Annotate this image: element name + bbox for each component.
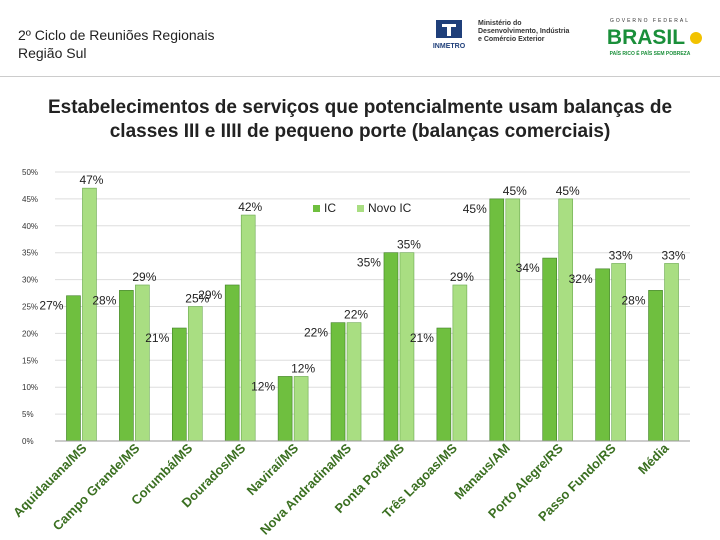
data-label-ic: 28% [622, 293, 646, 307]
header-divider [0, 76, 720, 85]
bar-series [66, 187, 679, 442]
data-label-novo-ic: 33% [662, 248, 686, 262]
bar-novo-ic [505, 198, 521, 442]
legend: IC Novo IC [313, 201, 412, 215]
bar-ic [119, 290, 134, 442]
inmetro-label: INMETRO [433, 43, 466, 50]
data-label-novo-ic: 47% [79, 173, 103, 187]
data-label-novo-ic: 29% [132, 270, 156, 284]
data-label-ic: 45% [463, 202, 487, 216]
data-label-ic: 21% [410, 331, 434, 345]
bar-novo-ic [558, 198, 574, 442]
legend-swatch-novo-ic [357, 205, 364, 212]
bar-ic [277, 376, 293, 442]
bar-novo-ic [611, 263, 626, 442]
ministry-line3: e Comércio Exterior [478, 36, 545, 43]
data-label-novo-ic: 29% [450, 270, 474, 284]
y-tick-label: 30% [22, 276, 38, 285]
bar-novo-ic [664, 263, 679, 442]
bar-novo-ic [452, 284, 468, 442]
bar-ic [330, 322, 346, 442]
data-label-novo-ic: 45% [503, 184, 527, 198]
brasil-slogan: PAÍS RICO É PAÍS SEM POBREZA [610, 49, 691, 57]
chart-title-line2: classes III e IIII de pequeno porte (bal… [109, 121, 611, 142]
data-labels: 27%47%28%29%21%25%29%42%12%12%22%22%35%3… [39, 173, 685, 393]
data-label-novo-ic: 42% [238, 200, 262, 214]
data-label-ic: 32% [569, 272, 593, 286]
legend-swatch-ic [313, 205, 320, 212]
data-label-ic: 21% [145, 331, 169, 345]
y-tick-label: 35% [22, 249, 38, 258]
bar-novo-ic [240, 214, 256, 442]
data-label-ic: 28% [92, 293, 116, 307]
bar-ic [489, 198, 505, 442]
bar-ic [648, 290, 663, 442]
legend-label-novo-ic: Novo IC [368, 201, 412, 215]
bar-ic [595, 268, 610, 442]
bar-novo-ic [135, 284, 150, 442]
legend-label-ic: IC [324, 201, 336, 215]
data-label-novo-ic: 12% [291, 361, 315, 375]
y-tick-label: 50% [22, 168, 38, 177]
y-tick-label: 5% [22, 410, 34, 419]
x-tick-label: Campo Grande/MS [50, 440, 143, 533]
ministry-logo: Ministério do Desenvolvimento, Indústria… [478, 20, 588, 44]
data-label-novo-ic: 25% [185, 292, 209, 306]
bar-ic [66, 295, 81, 442]
data-label-novo-ic: 22% [344, 308, 368, 322]
data-label-ic: 35% [357, 256, 381, 270]
x-tick-label: Média [635, 440, 672, 477]
chart-title-line1: Estabelecimentos de serviços que potenci… [47, 97, 673, 118]
bar-novo-ic [187, 306, 203, 442]
chart-title: Estabelecimentos de serviços que potenci… [20, 96, 700, 144]
data-label-novo-ic: 45% [556, 184, 580, 198]
ministry-line2: Desenvolvimento, Indústria [478, 28, 570, 35]
bar-novo-ic [399, 252, 415, 442]
y-tick-label: 25% [22, 303, 38, 312]
x-tick-label: Naviraí/MS [244, 440, 302, 498]
y-tick-label: 40% [22, 222, 38, 231]
y-tick-label: 20% [22, 329, 38, 338]
data-label-ic: 22% [304, 326, 328, 340]
bar-ic [383, 252, 399, 442]
brasil-flag-icon [690, 32, 702, 44]
data-label-ic: 27% [39, 299, 63, 313]
event-title-line1: 2º Ciclo de Reuniões Regionais [18, 27, 215, 43]
govt-label: GOVERNO FEDERAL [610, 18, 690, 24]
event-title: 2º Ciclo de Reuniões Regionais Região Su… [18, 26, 215, 62]
ministry-line1: Ministério do [478, 20, 522, 27]
data-label-ic: 12% [251, 379, 275, 393]
bar-novo-ic [293, 376, 309, 442]
data-label-novo-ic: 35% [397, 238, 421, 252]
brasil-logo: GOVERNO FEDERAL BRASIL PAÍS RICO É PAÍS … [607, 18, 702, 57]
slide-header: 2º Ciclo de Reuniões Regionais Região Su… [0, 0, 720, 76]
brasil-wordmark: BRASIL [607, 26, 685, 49]
event-title-line2: Região Sul [18, 45, 87, 61]
bar-ic [436, 327, 452, 442]
y-tick-label: 10% [22, 383, 38, 392]
bar-ic [171, 327, 187, 442]
y-axis: 0% 5% 10% 15% 20% 25% 30% 35% 40% 45% 50% [22, 168, 38, 446]
bar-ic [542, 257, 558, 442]
data-label-ic: 29% [198, 288, 222, 302]
y-tick-label: 45% [22, 195, 38, 204]
bar-ic [224, 284, 240, 442]
inmetro-logo: INMETRO [433, 20, 466, 50]
data-label-ic: 34% [516, 261, 540, 275]
y-tick-label: 15% [22, 356, 38, 365]
data-label-novo-ic: 33% [609, 248, 633, 262]
bar-novo-ic [346, 322, 362, 442]
x-tick-label: Nova Andradina/MS [257, 440, 354, 537]
y-tick-label: 0% [22, 437, 34, 446]
bar-novo-ic [82, 187, 97, 442]
